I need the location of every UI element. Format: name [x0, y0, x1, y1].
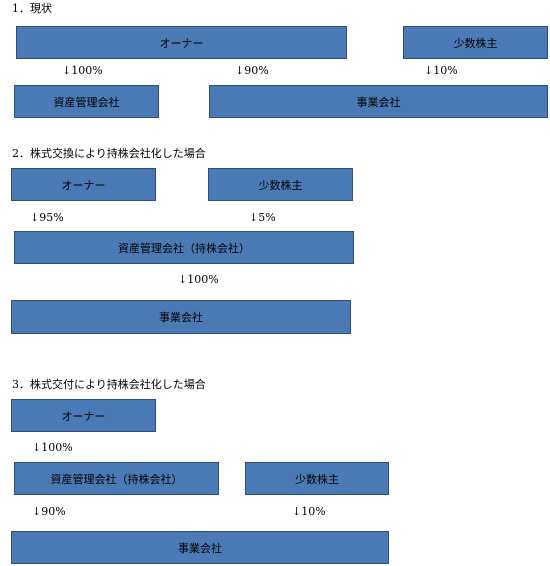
section3-minority-box: 少数株主 — [245, 462, 389, 495]
section3-arrow-owner-to-holding: ↓100% — [32, 441, 73, 454]
section2-heading: 2．株式交換により持株会社化した場合 — [12, 147, 206, 160]
section1-minority-box: 少数株主 — [403, 26, 548, 59]
section1-asset-company-box: 資産管理会社 — [14, 85, 159, 118]
section3-owner-box: オーナー — [11, 399, 156, 432]
section2-arrow-holding-to-business: ↓100% — [178, 273, 219, 286]
section3-holding-box: 資産管理会社（持株会社） — [14, 462, 219, 495]
section3-heading: 3．株式交付により持株会社化した場合 — [12, 378, 206, 391]
section2-holding-box: 資産管理会社（持株会社） — [14, 231, 354, 264]
section3-business-box: 事業会社 — [11, 531, 389, 564]
section1-arrow-minority-to-business: ↓10% — [424, 64, 458, 77]
section3-arrow-minority-to-business: ↓10% — [292, 505, 326, 518]
section1-arrow-owner-to-business: ↓90% — [235, 64, 269, 77]
section1-heading: 1．現状 — [12, 2, 52, 15]
section2-owner-box: オーナー — [11, 168, 156, 201]
section3-arrow-holding-to-business: ↓90% — [32, 505, 66, 518]
section2-business-box: 事業会社 — [11, 300, 351, 334]
section1-owner-box: オーナー — [16, 26, 347, 59]
section1-business-box: 事業会社 — [209, 85, 548, 118]
section2-minority-box: 少数株主 — [208, 168, 353, 201]
section1-arrow-owner-to-asset: ↓100% — [62, 64, 103, 77]
section2-arrow-owner-to-holding: ↓95% — [30, 211, 64, 224]
section2-arrow-minority-to-holding: ↓5% — [249, 211, 276, 224]
